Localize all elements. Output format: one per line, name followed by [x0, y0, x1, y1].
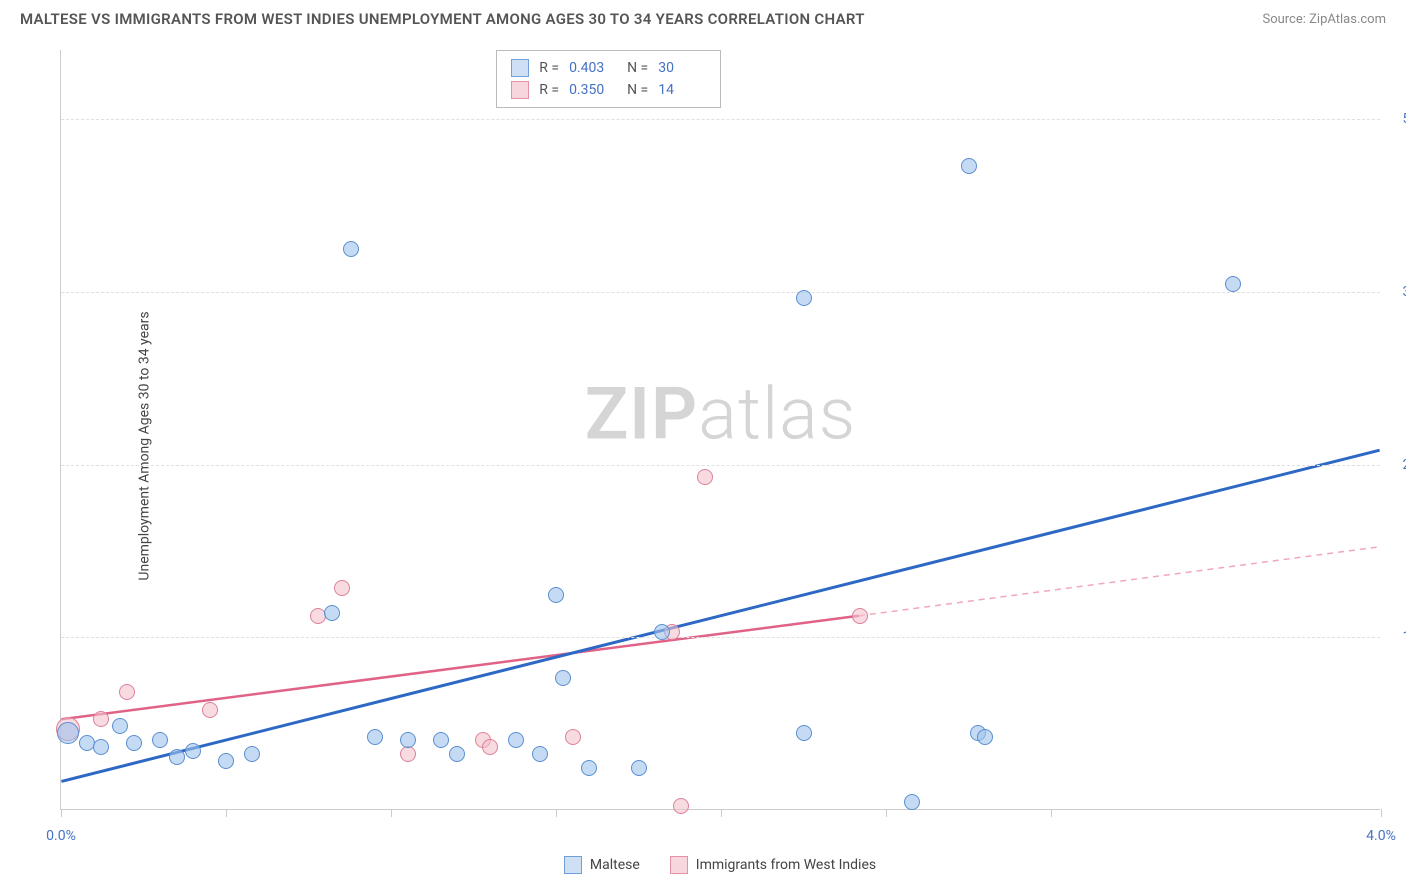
- n-value: 14: [658, 82, 706, 98]
- maltese-point: [548, 587, 564, 603]
- maltese-point: [57, 722, 79, 744]
- maltese-point: [977, 729, 993, 745]
- gridline: [61, 119, 1380, 120]
- west-indies-point: [119, 684, 135, 700]
- legend-label: Immigrants from West Indies: [696, 857, 876, 873]
- legend-stats: R = 0.403 N = 30 R = 0.350 N = 14: [496, 50, 721, 108]
- maltese-point: [904, 794, 920, 810]
- maltese-point: [508, 732, 524, 748]
- maltese-point: [112, 718, 128, 734]
- maltese-point: [93, 739, 109, 755]
- y-tick-label: 25.0%: [1402, 457, 1406, 473]
- y-tick-label: 50.0%: [1402, 111, 1406, 127]
- west-indies-point: [334, 580, 350, 596]
- maltese-point: [433, 732, 449, 748]
- x-tick-label: 4.0%: [1366, 828, 1396, 844]
- maltese-point: [185, 743, 201, 759]
- west-indies-point: [673, 798, 689, 814]
- source-label: Source: ZipAtlas.com: [1262, 12, 1386, 27]
- maltese-point: [449, 746, 465, 762]
- regression-lines: [61, 50, 1380, 809]
- x-tick: [226, 809, 227, 817]
- n-value: 30: [658, 60, 706, 76]
- r-value: 0.403: [569, 60, 617, 76]
- maltese-point: [244, 746, 260, 762]
- gridline: [61, 292, 1380, 293]
- n-label: N =: [627, 82, 648, 98]
- maltese-point: [796, 290, 812, 306]
- r-label: R =: [539, 60, 559, 76]
- west-indies-point: [400, 746, 416, 762]
- maltese-point: [631, 760, 647, 776]
- x-tick: [1381, 809, 1382, 817]
- x-tick: [61, 809, 62, 817]
- chart-area: ZIPatlas R = 0.403 N = 30 R = 0.350 N = …: [60, 50, 1380, 810]
- r-label: R =: [539, 82, 559, 98]
- maltese-point: [152, 732, 168, 748]
- legend-swatch: [511, 59, 529, 77]
- gridline: [61, 637, 1380, 638]
- x-tick: [886, 809, 887, 817]
- maltese-point: [324, 605, 340, 621]
- r-value: 0.350: [569, 82, 617, 98]
- n-label: N =: [627, 60, 648, 76]
- maltese-point: [1225, 276, 1241, 292]
- maltese-point: [218, 753, 234, 769]
- maltese-point: [961, 158, 977, 174]
- maltese-point: [169, 749, 185, 765]
- west-indies-point: [697, 469, 713, 485]
- x-tick: [391, 809, 392, 817]
- watermark: ZIPatlas: [585, 372, 857, 457]
- chart-title: MALTESE VS IMMIGRANTS FROM WEST INDIES U…: [20, 10, 865, 28]
- legend-swatch: [564, 856, 582, 874]
- maltese-point: [532, 746, 548, 762]
- legend-swatch: [670, 856, 688, 874]
- gridline: [61, 465, 1380, 466]
- west-indies-point: [482, 739, 498, 755]
- maltese-point: [126, 735, 142, 751]
- legend-series-item: Immigrants from West Indies: [670, 856, 876, 874]
- west-indies-point: [565, 729, 581, 745]
- maltese-point: [400, 732, 416, 748]
- maltese-point: [555, 670, 571, 686]
- x-tick: [1051, 809, 1052, 817]
- regression-line: [61, 616, 859, 720]
- legend-series: Maltese Immigrants from West Indies: [60, 856, 1380, 874]
- legend-stat-row: R = 0.403 N = 30: [511, 57, 706, 79]
- regression-line: [61, 450, 1379, 781]
- regression-line: [859, 547, 1380, 616]
- x-tick: [556, 809, 557, 817]
- legend-stat-row: R = 0.350 N = 14: [511, 79, 706, 101]
- watermark-bold: ZIP: [585, 372, 698, 457]
- y-tick-label: 12.5%: [1402, 629, 1406, 645]
- maltese-point: [581, 760, 597, 776]
- x-tick-label: 0.0%: [46, 828, 76, 844]
- west-indies-point: [93, 711, 109, 727]
- maltese-point: [796, 725, 812, 741]
- legend-series-item: Maltese: [564, 856, 640, 874]
- maltese-point: [654, 624, 670, 640]
- maltese-point: [367, 729, 383, 745]
- west-indies-point: [852, 608, 868, 624]
- watermark-light: atlas: [698, 372, 856, 457]
- maltese-point: [343, 241, 359, 257]
- west-indies-point: [202, 702, 218, 718]
- x-tick: [721, 809, 722, 817]
- legend-swatch: [511, 81, 529, 99]
- y-tick-label: 37.5%: [1402, 284, 1406, 300]
- legend-label: Maltese: [590, 857, 640, 873]
